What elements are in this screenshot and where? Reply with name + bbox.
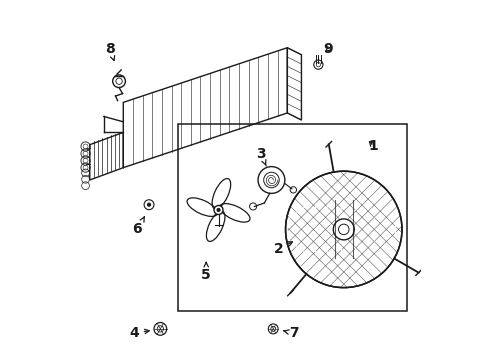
Text: 8: 8 [105,42,115,60]
Circle shape [147,203,151,207]
Text: 2: 2 [273,242,293,256]
Circle shape [333,219,354,240]
Circle shape [217,208,221,212]
Text: 5: 5 [201,262,211,282]
Circle shape [214,206,223,215]
Bar [178,123,407,311]
Text: 3: 3 [256,147,266,166]
Text: 1: 1 [369,139,379,153]
Text: 9: 9 [323,42,333,57]
Text: 4: 4 [129,327,149,341]
Circle shape [286,171,402,288]
Text: 6: 6 [133,217,145,237]
Text: 7: 7 [284,327,299,341]
